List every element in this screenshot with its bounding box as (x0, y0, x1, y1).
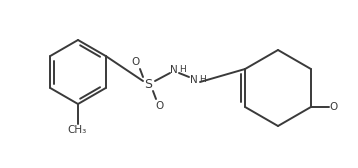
Text: O: O (330, 102, 338, 112)
Text: CH₃: CH₃ (67, 125, 87, 135)
Text: O: O (132, 57, 140, 67)
Text: H: H (179, 65, 185, 74)
Text: S: S (144, 77, 152, 91)
Text: N: N (170, 65, 178, 75)
Text: H: H (199, 74, 205, 83)
Text: O: O (156, 101, 164, 111)
Text: N: N (190, 75, 198, 85)
